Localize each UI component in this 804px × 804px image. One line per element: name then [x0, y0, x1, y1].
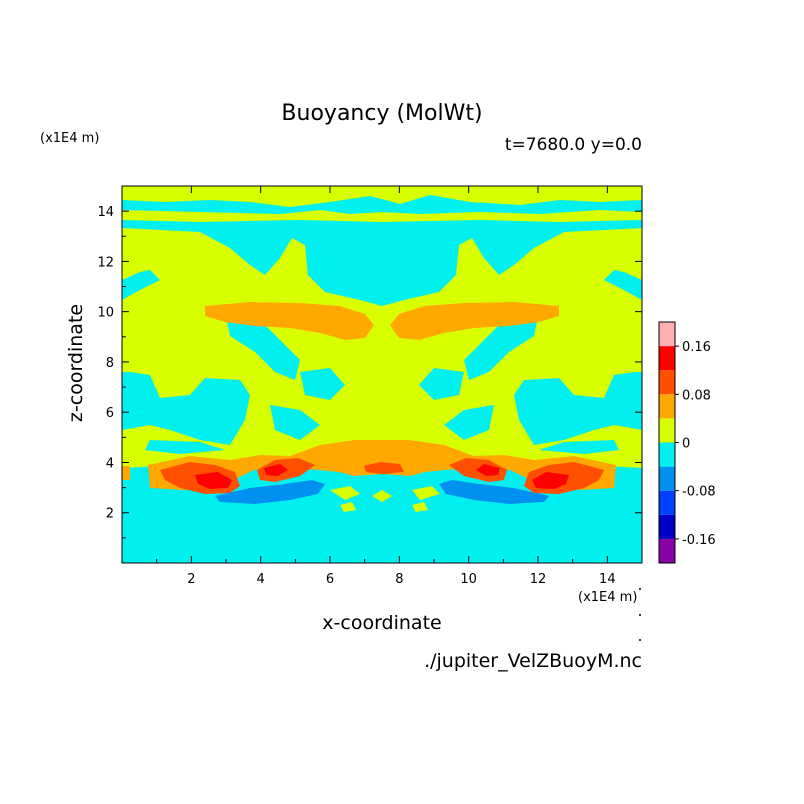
colorbar-swatch-0 [659, 538, 675, 563]
dot-mark-1 [639, 588, 641, 590]
region-core-right [532, 472, 569, 489]
x-tick-label-0: 2 [187, 572, 195, 587]
y-tick-label-2: 6 [106, 406, 114, 421]
region-core-center-left [264, 464, 288, 476]
y-tick-label-5: 12 [97, 255, 114, 270]
y-tick-label-0: 2 [106, 507, 114, 522]
x-tick-label-4: 10 [460, 572, 477, 587]
x-tick-label-2: 6 [326, 572, 334, 587]
colorbar: 0.16 0.08 0 -0.08 -0.16 [658, 321, 716, 564]
colorbar-swatch-3 [659, 466, 675, 491]
region-left-streaks [122, 312, 207, 366]
region-core-center-right [476, 464, 500, 476]
colorbar-swatch-6 [659, 394, 675, 419]
y-axis-unit: (x1E4 m) [40, 131, 99, 146]
x-axis-unit: (x1E4 m) [578, 590, 637, 605]
region-orange-upper-left [205, 302, 374, 340]
chart-title: Buoyancy (MolWt) [281, 101, 482, 126]
x-tick-label-3: 8 [395, 572, 403, 587]
colorbar-swatch-5 [659, 418, 675, 443]
colorbar-swatch-7 [659, 370, 675, 395]
region-core-left [195, 472, 232, 489]
region-hole-lower-right [539, 440, 619, 454]
region-hole-center-right [419, 368, 464, 400]
y-axis-label: z-coordinate [65, 304, 87, 422]
region-hole-lower-left [145, 440, 225, 454]
region-top-streak [122, 210, 642, 222]
region-blue-left [215, 480, 325, 504]
source-filename: ./jupiter_VelZBuoyM.nc [424, 650, 642, 672]
region-hole-center-left [300, 368, 345, 400]
y-tick-label-1: 4 [106, 456, 114, 471]
colorbar-swatch-9 [659, 322, 675, 347]
colorbar-swatch-8 [659, 346, 675, 371]
colorbar-label-2: 0 [682, 437, 690, 452]
x-tick-label-6: 14 [599, 572, 616, 587]
y-tick-label-6: 14 [97, 205, 114, 220]
x-tick-label-1: 4 [257, 572, 265, 587]
x-tick-label-5: 12 [530, 572, 547, 587]
dot-mark-2 [639, 614, 641, 616]
y-axis-ticks: 2 4 6 8 10 12 14 [97, 185, 642, 539]
region-center-blobs [330, 486, 440, 512]
region-hole-left-upper [225, 312, 300, 380]
y-tick-label-4: 10 [97, 306, 114, 321]
chart-subtitle: t=7680.0 y=0.0 [505, 135, 642, 155]
region-right-streaks [557, 312, 642, 366]
region-hole-mid-right [444, 405, 494, 440]
dot-mark-3 [639, 639, 641, 641]
region-blue-right [439, 480, 549, 504]
colorbar-label-3: -0.08 [682, 485, 716, 500]
x-axis-label: x-coordinate [322, 612, 441, 634]
colorbar-swatch-1 [659, 514, 675, 539]
region-hole-mid-left [270, 405, 320, 440]
region-orange-upper-right [390, 302, 559, 340]
colorbar-label-4: -0.16 [682, 533, 716, 548]
colorbar-swatch-2 [659, 490, 675, 515]
plot-area [122, 186, 642, 563]
region-red-center [364, 462, 404, 474]
y-tick-label-3: 8 [106, 356, 114, 371]
x-axis-ticks: 2 4 6 8 10 12 14 [156, 186, 643, 587]
colorbar-label-1: 0.08 [682, 388, 711, 403]
plot-frame [121, 185, 643, 564]
region-hole-right-upper [464, 312, 539, 380]
colorbar-label-0: 0.16 [682, 340, 711, 355]
region-orange-edge-left [122, 466, 130, 480]
colorbar-swatch-4 [659, 442, 675, 467]
region-top-band [122, 186, 642, 207]
